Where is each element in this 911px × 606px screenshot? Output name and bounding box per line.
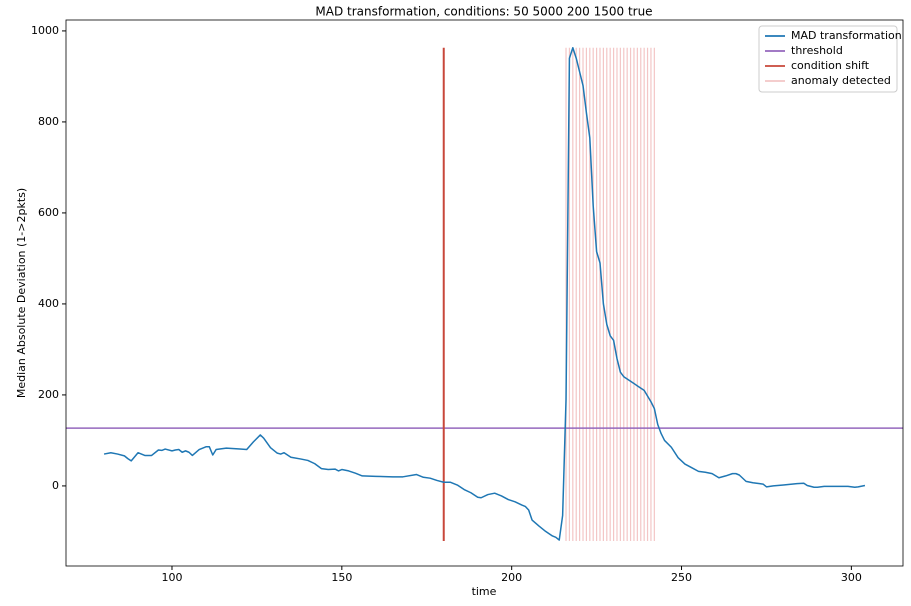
x-axis-label: time [472, 585, 497, 598]
y-tick-label: 0 [52, 479, 59, 492]
series-line [103, 47, 866, 541]
x-tick-label: 200 [501, 571, 522, 584]
legend-label: threshold [791, 44, 843, 57]
x-tick-label: 250 [671, 571, 692, 584]
y-tick-label: 600 [38, 206, 59, 219]
x-tick-label: 150 [331, 571, 352, 584]
y-tick-label: 1000 [31, 24, 59, 37]
y-tick-label: 200 [38, 388, 59, 401]
chart-title: MAD transformation, conditions: 50 5000 … [315, 5, 652, 19]
y-tick-label: 800 [38, 115, 59, 128]
x-tick-label: 300 [841, 571, 862, 584]
legend-label: condition shift [791, 59, 870, 72]
y-tick-label: 400 [38, 297, 59, 310]
legend-box [758, 25, 898, 93]
plot-frame [65, 19, 904, 567]
legend-label: anomaly detected [791, 74, 891, 87]
legend-label: MAD transformation [791, 29, 902, 42]
y-axis-label: Median Absolute Deviation (1->2pkts) [15, 188, 28, 398]
x-tick-label: 100 [161, 571, 182, 584]
